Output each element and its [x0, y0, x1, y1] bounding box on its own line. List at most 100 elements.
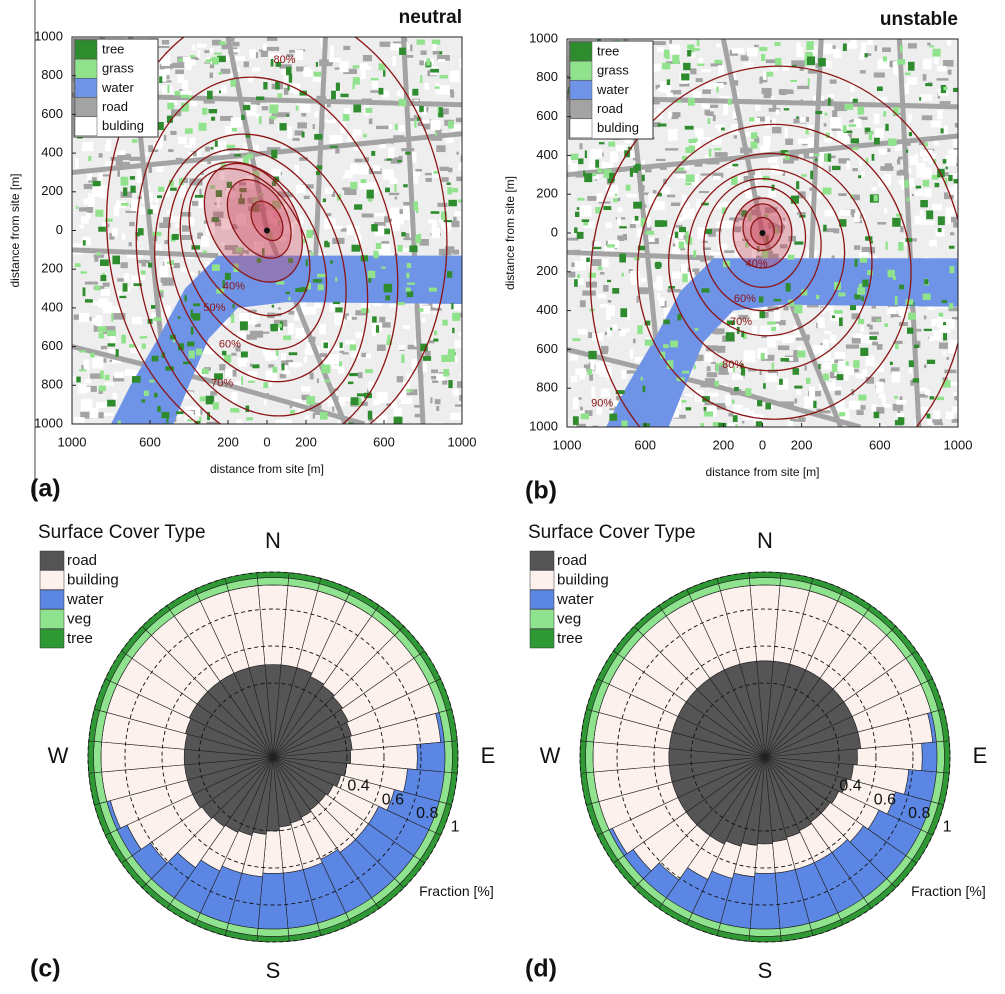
- road-block: [767, 369, 778, 376]
- tree-patch: [216, 55, 226, 63]
- road-block: [115, 159, 123, 166]
- grass-patch: [944, 177, 948, 187]
- road-block: [419, 60, 425, 66]
- road-block: [892, 314, 904, 318]
- road-block: [648, 122, 661, 128]
- grass-patch: [102, 272, 106, 276]
- building-block: [187, 217, 195, 227]
- grass-patch: [350, 182, 358, 190]
- sector-segment: [257, 872, 289, 930]
- grass-patch: [219, 41, 226, 45]
- building-block: [854, 213, 860, 223]
- building-block: [764, 116, 770, 128]
- road-block: [943, 60, 954, 67]
- grass-patch: [278, 323, 282, 328]
- building-block: [220, 85, 227, 94]
- grass-patch: [180, 94, 189, 98]
- tree-patch: [210, 147, 214, 150]
- grass-patch: [700, 423, 705, 427]
- road-block: [830, 155, 836, 159]
- building-block: [253, 241, 264, 252]
- building-block: [678, 217, 684, 222]
- grass-patch: [243, 155, 249, 164]
- building-block: [111, 227, 118, 237]
- building-block: [808, 196, 814, 208]
- building-block: [421, 102, 427, 115]
- building-block: [255, 226, 263, 235]
- road-block: [879, 378, 886, 383]
- building-block: [824, 331, 832, 335]
- building-block: [752, 325, 757, 337]
- tree-patch: [383, 68, 386, 77]
- tree-patch: [726, 320, 736, 325]
- x-tick-label: 600: [139, 434, 161, 449]
- road-block: [381, 241, 390, 244]
- building-block: [597, 293, 607, 299]
- tree-patch: [205, 395, 215, 405]
- grass-patch: [892, 276, 897, 280]
- building-block: [360, 70, 366, 79]
- building-block: [402, 324, 411, 329]
- grass-patch: [787, 254, 795, 260]
- building-block: [667, 111, 672, 119]
- building-block: [883, 403, 891, 408]
- road-block: [831, 126, 842, 131]
- building-block: [933, 410, 941, 420]
- sector-segment: [748, 935, 782, 943]
- building-block: [427, 219, 437, 224]
- building-block: [592, 241, 601, 246]
- building-block: [265, 210, 274, 223]
- tree-patch: [818, 363, 821, 370]
- building-block: [753, 417, 764, 425]
- grass-patch: [426, 58, 431, 66]
- sector-segment: [943, 740, 951, 774]
- road-block: [166, 65, 173, 70]
- road-block: [716, 345, 726, 353]
- grass-patch: [276, 281, 285, 285]
- grass-patch: [158, 186, 165, 192]
- road-block: [761, 354, 775, 361]
- tree-patch: [588, 350, 597, 360]
- grass-patch: [675, 167, 685, 171]
- tree-patch: [262, 248, 265, 256]
- tree-patch: [417, 116, 421, 121]
- road-block: [568, 271, 576, 278]
- y-tick-label: 0: [56, 222, 63, 237]
- road-block: [175, 69, 184, 74]
- tree-patch: [351, 244, 361, 252]
- road-block: [436, 145, 446, 153]
- tree-patch: [765, 402, 772, 410]
- road-block: [442, 380, 448, 385]
- tree-patch: [207, 411, 210, 421]
- road-block: [711, 361, 716, 364]
- road-block: [890, 367, 900, 374]
- tree-patch: [419, 105, 424, 112]
- grass-patch: [884, 323, 889, 327]
- legend-swatch: [529, 589, 555, 610]
- grass-patch: [865, 157, 869, 165]
- building-block: [827, 94, 835, 98]
- grass-patch: [681, 155, 687, 161]
- road: [567, 346, 861, 427]
- building-block: [923, 58, 932, 70]
- tree-patch: [154, 121, 164, 131]
- building-block: [376, 248, 383, 254]
- building-block: [169, 216, 180, 223]
- building-block: [264, 351, 271, 361]
- building-block: [712, 175, 721, 180]
- building-block: [838, 212, 850, 216]
- legend-label: building: [67, 571, 119, 588]
- grass-patch: [742, 332, 747, 340]
- building-block: [765, 373, 778, 383]
- road-block: [197, 232, 203, 239]
- tree-patch: [271, 181, 277, 186]
- building-block: [817, 317, 825, 328]
- tree-patch: [316, 165, 323, 170]
- building-block: [130, 346, 140, 354]
- building-block: [579, 410, 585, 414]
- building-block: [924, 188, 932, 198]
- building-block: [937, 316, 942, 328]
- grass-patch: [153, 317, 162, 321]
- road-block: [898, 156, 903, 160]
- building-block: [179, 192, 184, 199]
